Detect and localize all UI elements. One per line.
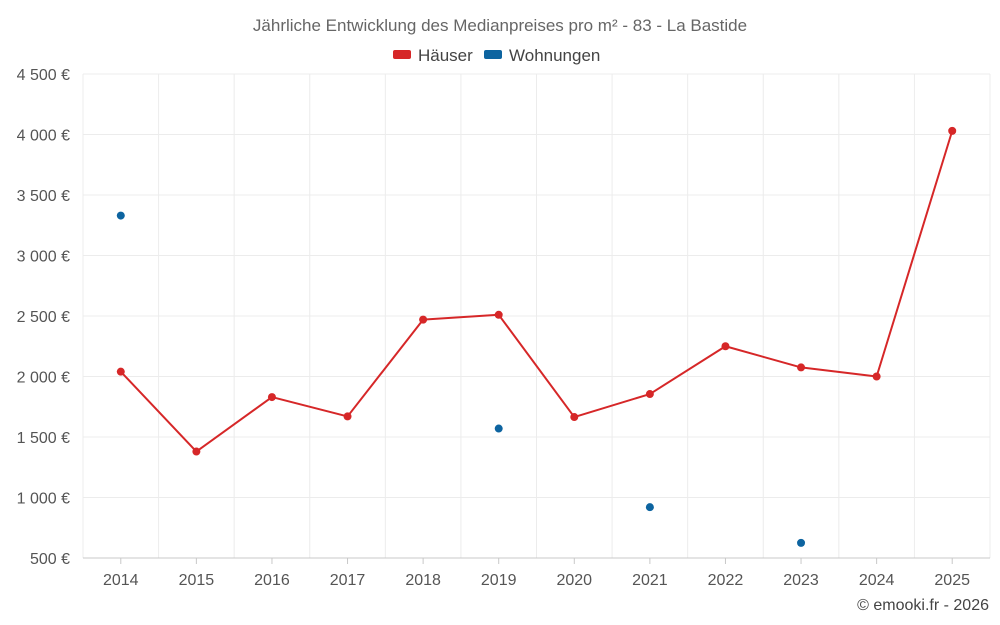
x-tick-label: 2016 — [254, 572, 290, 589]
data-point-wohnungen[interactable] — [645, 503, 654, 512]
credit-text: © emooki.fr - 2026 — [857, 597, 989, 614]
y-axis-ticks: 500 € 1 000 € 1 500 € 2 000 € 2 500 € 3 000 €… — [17, 67, 70, 568]
legend-item-haeuser[interactable]: Häuser — [393, 46, 473, 65]
y-tick-label: 3 000 € — [17, 249, 70, 266]
x-tick-label: 2024 — [859, 572, 895, 589]
x-tick-label: 2017 — [330, 572, 366, 589]
y-tick-label: 4 500 € — [17, 67, 70, 84]
x-tick-label: 2019 — [481, 572, 517, 589]
series-line-haeuser — [120, 130, 954, 453]
data-point-haeuser[interactable] — [267, 393, 276, 402]
data-point-haeuser[interactable] — [419, 315, 428, 324]
x-tick-label: 2020 — [556, 572, 592, 589]
data-point-wohnungen[interactable] — [494, 424, 503, 433]
x-tick-label: 2018 — [405, 572, 441, 589]
data-point-haeuser[interactable] — [797, 363, 806, 372]
data-point-haeuser[interactable] — [948, 126, 957, 135]
y-tick-label: 2 000 € — [17, 370, 70, 387]
x-tick-label: 2021 — [632, 572, 668, 589]
x-tick-label: 2022 — [708, 572, 744, 589]
data-point-haeuser[interactable] — [494, 310, 503, 319]
data-point-haeuser[interactable] — [645, 390, 654, 399]
y-tick-label: 1 000 € — [17, 491, 70, 508]
legend: Häuser Wohnungen — [393, 46, 600, 65]
x-tick-label: 2023 — [783, 572, 819, 589]
data-point-haeuser[interactable] — [872, 372, 881, 381]
x-tick-label: 2025 — [934, 572, 970, 589]
data-point-haeuser[interactable] — [343, 412, 352, 421]
y-tick-label: 500 € — [30, 551, 70, 568]
data-point-haeuser[interactable] — [116, 367, 125, 376]
x-tick-label: 2014 — [103, 572, 139, 589]
x-gridlines — [82, 74, 991, 558]
chart-title: Jährliche Entwicklung des Medianpreises … — [253, 16, 747, 35]
series-points — [116, 126, 957, 547]
x-axis-ticks: 2014 2015 2016 2017 2018 2019 2020 2021 2022 2023… — [103, 558, 970, 589]
data-point-haeuser[interactable] — [721, 342, 730, 351]
legend-swatch-haeuser — [393, 50, 411, 59]
legend-item-wohnungen[interactable]: Wohnungen — [484, 46, 600, 65]
data-point-wohnungen[interactable] — [797, 538, 806, 547]
y-tick-label: 3 500 € — [17, 188, 70, 205]
data-point-wohnungen[interactable] — [116, 211, 125, 220]
data-point-haeuser[interactable] — [570, 413, 579, 422]
y-tick-label: 2 500 € — [17, 309, 70, 326]
x-tick-label: 2015 — [179, 572, 215, 589]
y-tick-label: 1 500 € — [17, 430, 70, 447]
y-tick-label: 4 000 € — [17, 128, 70, 145]
legend-swatch-wohnungen — [484, 50, 502, 59]
data-point-haeuser[interactable] — [192, 447, 201, 456]
legend-label-wohnungen: Wohnungen — [509, 46, 600, 65]
series-lines — [120, 130, 954, 453]
legend-label-haeuser: Häuser — [418, 46, 473, 65]
